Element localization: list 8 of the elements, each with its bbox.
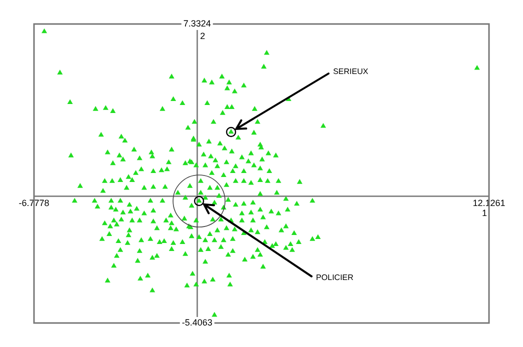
y-tick-label: 7.3324 [183,18,211,28]
y-tick-label: -5.4063 [182,317,212,328]
annotation: POLICIER [316,273,354,282]
annotation: SERIEUX [333,67,369,76]
x-tick-label: -6.7778 [18,198,50,208]
x-axis-title: 1 [482,208,487,218]
x-tick-label: 12.1261 [472,198,506,208]
y-axis-title: 2 [200,30,206,41]
